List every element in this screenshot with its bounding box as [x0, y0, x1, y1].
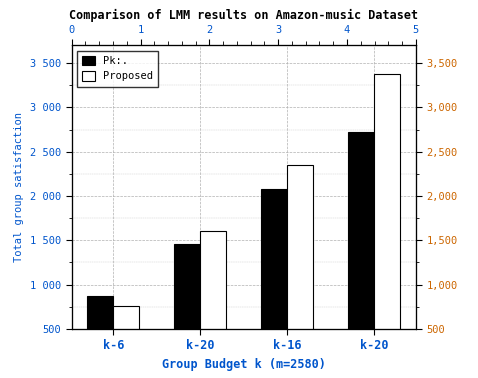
- Bar: [374, 74, 400, 373]
- Bar: [113, 306, 140, 373]
- Bar: [174, 244, 200, 373]
- Bar: [200, 231, 227, 373]
- Legend: Pk:., Proposed: Pk:., Proposed: [77, 51, 158, 87]
- Title: Comparison of LMM results on Amazon-music Dataset: Comparison of LMM results on Amazon-musi…: [69, 9, 418, 22]
- X-axis label: Group Budget k (m=2580): Group Budget k (m=2580): [162, 358, 326, 371]
- Bar: [287, 165, 313, 373]
- Y-axis label: Total group satisfaction: Total group satisfaction: [14, 112, 24, 262]
- Bar: [261, 189, 287, 373]
- Bar: [87, 296, 113, 373]
- Bar: [348, 132, 374, 373]
